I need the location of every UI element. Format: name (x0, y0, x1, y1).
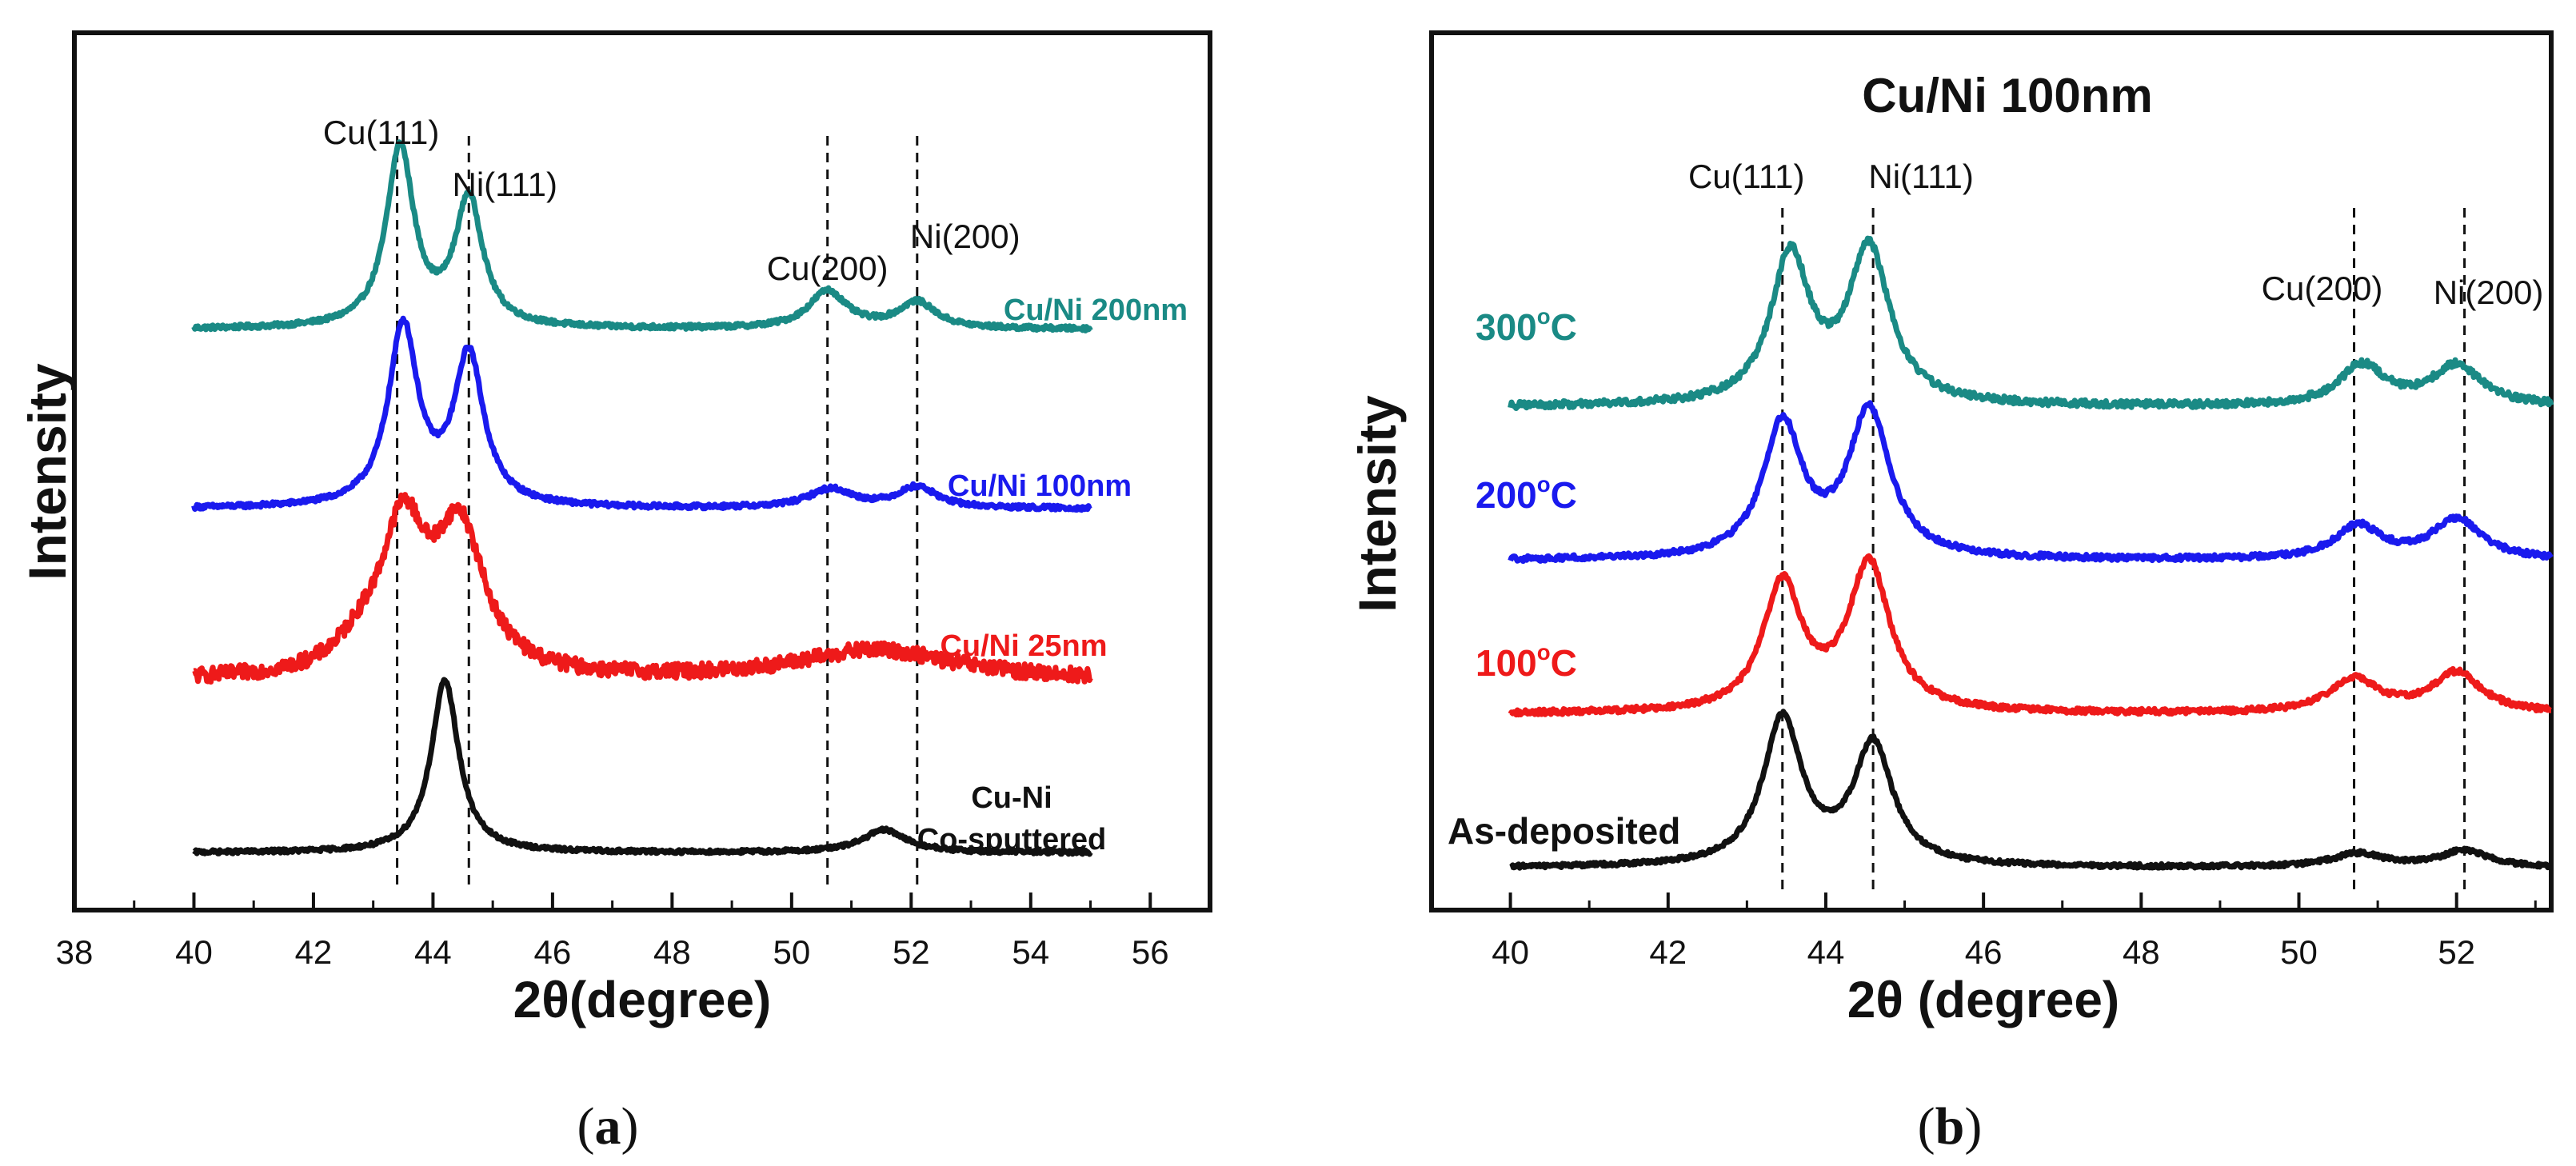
peak-label: Ni(200) (2434, 274, 2544, 311)
caption-b-open: ( (1918, 1097, 1935, 1156)
series-line-cu-ni-100nm (191, 315, 1092, 513)
x-tick-label: 42 (295, 933, 333, 971)
panel-b-ticks: 40 42 44 46 48 50 52 (1492, 892, 2537, 971)
x-tick-label: 52 (893, 933, 930, 971)
series-label-base: 100 (1476, 642, 1537, 684)
series-label-unit: C (1551, 306, 1577, 348)
panel-b-title: Cu/Ni 100nm (1862, 69, 2152, 122)
panel-b-chart: Cu/Ni 100nm 40 42 44 46 48 50 52 Cu(111) Ni(111… (1348, 30, 2554, 1028)
panel-a-frame (72, 30, 1212, 912)
x-tick-label: 44 (1807, 933, 1845, 971)
series-label-degree: o (1537, 640, 1551, 665)
series-line-200-c (1508, 400, 2554, 565)
x-tick-label: 52 (2438, 933, 2475, 971)
caption-a: (a) (577, 1097, 639, 1156)
series-label-base: As-deposited (1448, 810, 1680, 852)
panel-b-y-axis-title: Intensity (1348, 395, 1407, 613)
series-line-300-c (1508, 235, 2554, 411)
peak-label: Ni(111) (1868, 158, 1973, 195)
x-tick-label: 50 (773, 933, 810, 971)
series-line-cu-ni-co-sputtered (192, 677, 1093, 857)
series-label-unit: C (1551, 642, 1577, 684)
series-label: 300oC (1476, 304, 1577, 348)
series-label: Cu/Ni 100nm (948, 469, 1132, 503)
caption-a-close: ) (621, 1097, 639, 1156)
series-label: 200oC (1476, 472, 1577, 516)
x-tick-label: 46 (534, 933, 572, 971)
series-line-cu-ni-25nm (192, 492, 1093, 685)
panel-a-ticks: 38 40 42 44 46 48 50 52 54 56 (56, 892, 1169, 971)
x-tick-label: 40 (1492, 933, 1529, 971)
series-line-100-c (1508, 553, 2554, 718)
series-label: As-deposited (1448, 810, 1680, 852)
series-label: 100oC (1476, 640, 1577, 684)
series-label-base: 300 (1476, 306, 1537, 348)
panel-a-y-axis-title: Intensity (18, 363, 77, 581)
caption-a-letter: a (595, 1097, 621, 1156)
caption-b-close: ) (1964, 1097, 1982, 1156)
caption-a-open: ( (577, 1097, 595, 1156)
series-label-base: 200 (1476, 474, 1537, 516)
panel-b-series (1508, 235, 2554, 871)
peak-label: Cu(111) (323, 114, 440, 151)
panel-b-peak-labels: Cu(111) Ni(111) Cu(200) Ni(200) (1688, 158, 2543, 311)
series-label-line: Co-sputtered (917, 823, 1106, 857)
panel-a-peak-labels: Cu(111) Ni(111) Cu(200) Ni(200) (323, 114, 1020, 287)
panel-b-reference-lines (1781, 208, 2466, 892)
x-tick-label: 54 (1012, 933, 1049, 971)
x-tick-label: 48 (2123, 933, 2160, 971)
series-line-as-deposited (1508, 709, 2554, 871)
x-tick-label: 56 (1132, 933, 1169, 971)
peak-label: Cu(200) (2262, 270, 2383, 307)
peak-label: Cu(200) (767, 250, 889, 287)
caption-b: (b) (1918, 1097, 1983, 1156)
panel-b-x-axis-title: 2θ (degree) (1847, 971, 2119, 1028)
x-tick-label: 48 (653, 933, 691, 971)
x-tick-label: 50 (2280, 933, 2318, 971)
panel-a-chart: 38 40 42 44 46 48 50 52 54 56 Cu(111) Ni(111) Cu(20… (18, 30, 1212, 1028)
peak-label: Ni(111) (453, 166, 557, 203)
series-label: Cu-Ni Co-sputtered (917, 781, 1106, 857)
series-label: Cu/Ni 25nm (940, 629, 1107, 663)
x-tick-label: 40 (175, 933, 213, 971)
peak-label: Cu(111) (1688, 158, 1805, 195)
panel-a-x-axis-title: 2θ(degree) (513, 971, 772, 1028)
peak-label: Ni(200) (910, 218, 1020, 255)
series-line-cu-ni-200nm (191, 139, 1093, 333)
series-label-unit: C (1551, 474, 1577, 516)
series-label-degree: o (1537, 304, 1551, 329)
panel-b-frame (1429, 30, 2554, 912)
x-tick-label: 44 (414, 933, 452, 971)
x-tick-label: 42 (1649, 933, 1687, 971)
panel-a-series (191, 139, 1093, 857)
x-tick-label: 46 (1965, 933, 2003, 971)
caption-b-letter: b (1935, 1097, 1965, 1156)
series-label-degree: o (1537, 472, 1551, 497)
panel-a-series-labels: Cu/Ni 200nm Cu/Ni 100nm Cu/Ni 25nm Cu-Ni Co-… (917, 293, 1188, 857)
panel-a-reference-lines (396, 136, 919, 888)
series-label: Cu/Ni 200nm (1004, 293, 1188, 327)
x-tick-label: 38 (56, 933, 94, 971)
series-label-line: Cu-Ni (971, 781, 1052, 815)
